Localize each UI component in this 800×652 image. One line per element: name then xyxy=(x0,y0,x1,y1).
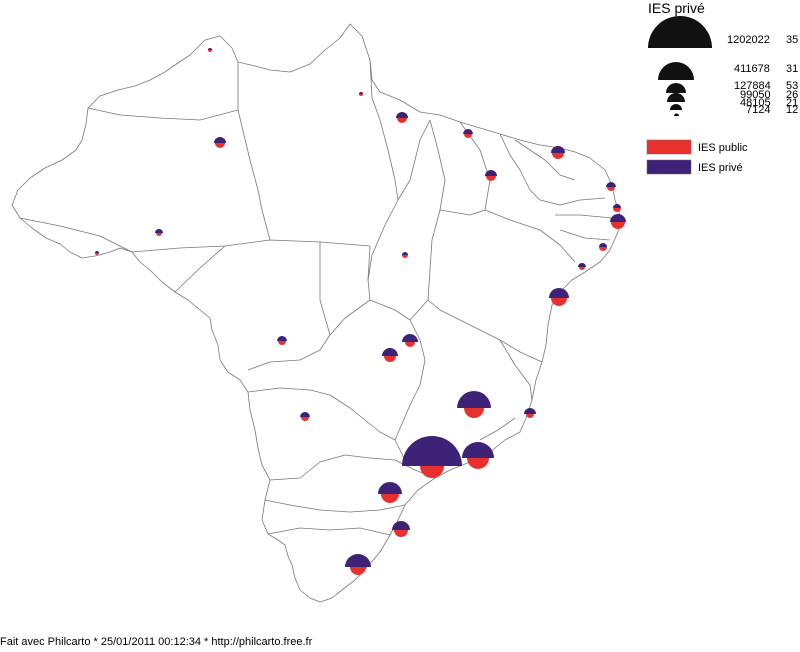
public-ies-symbol xyxy=(552,153,564,159)
public-ies-symbol xyxy=(599,247,607,251)
private-ies-symbol xyxy=(345,554,371,567)
public-ies-symbol xyxy=(394,530,408,537)
public-ies-symbol xyxy=(464,134,472,138)
private-ies-symbol xyxy=(95,251,99,253)
private-ies-symbol xyxy=(578,263,586,267)
public-ies-symbol xyxy=(613,208,621,212)
public-ies-symbol xyxy=(486,176,496,181)
private-ies-symbol xyxy=(402,252,408,255)
legend-label-private: IES privé xyxy=(698,162,743,174)
legend-count-1: 35 xyxy=(786,34,798,46)
legend-value-1: 1202022 xyxy=(727,34,770,46)
private-ies-symbol xyxy=(606,182,616,187)
private-ies-symbol xyxy=(524,408,536,414)
public-ies-symbol xyxy=(579,267,585,270)
legend-half-circle-2 xyxy=(658,62,694,80)
public-ies-symbol xyxy=(384,356,396,362)
legend-label-public: IES public xyxy=(698,142,748,154)
private-ies-symbol xyxy=(208,48,212,50)
footer-credit: Fait avec Philcarto * 25/01/2011 00:12:3… xyxy=(0,636,313,648)
legend-value-6: 7124 xyxy=(746,104,770,116)
legend-count-2: 31 xyxy=(786,63,798,75)
legend-half-circle-1 xyxy=(648,16,712,48)
legend-value-4: 99050 xyxy=(740,89,771,101)
public-ies-symbol xyxy=(359,94,363,96)
legend-value-5: 48105 xyxy=(740,97,771,109)
private-ies-symbol xyxy=(551,146,565,153)
private-ies-symbol xyxy=(463,129,473,134)
public-ies-symbol xyxy=(464,408,484,418)
private-ies-symbol xyxy=(610,214,626,222)
size-legend: 1202022 35 411678 31 127884 53 99050 26 … xyxy=(648,16,798,116)
map-symbols xyxy=(95,48,626,575)
private-ies-symbol xyxy=(613,204,621,208)
public-ies-symbol xyxy=(607,187,615,191)
public-ies-symbol xyxy=(215,143,225,148)
private-ies-symbol xyxy=(462,442,494,458)
public-ies-symbol xyxy=(402,255,408,258)
private-ies-symbol xyxy=(402,334,418,342)
color-legend: IES public IES privé xyxy=(646,139,748,175)
private-ies-symbol xyxy=(392,521,410,530)
legend-value-3: 127884 xyxy=(734,80,771,92)
legend-title: IES privé xyxy=(648,0,705,16)
private-ies-symbol xyxy=(277,336,287,341)
legend-count-4: 26 xyxy=(786,89,798,101)
public-ies-symbol xyxy=(611,222,625,229)
private-ies-symbol xyxy=(549,288,569,298)
private-ies-symbol xyxy=(402,436,462,466)
legend-half-circle-6 xyxy=(674,113,679,116)
public-ies-symbol xyxy=(278,341,286,345)
legend-count-5: 21 xyxy=(786,97,798,109)
legend-half-circle-3 xyxy=(666,83,686,93)
public-ies-symbol xyxy=(526,414,534,418)
legend-swatch-public xyxy=(646,139,692,155)
private-ies-symbol xyxy=(457,391,491,408)
private-ies-symbol xyxy=(382,348,398,356)
state-borders xyxy=(11,23,621,603)
public-ies-symbol xyxy=(420,466,444,478)
private-ies-symbol xyxy=(485,170,497,176)
public-ies-symbol xyxy=(381,494,399,503)
private-ies-symbol xyxy=(378,482,402,494)
public-ies-symbol xyxy=(95,253,99,255)
private-ies-symbol xyxy=(599,243,607,247)
legend-swatch-private xyxy=(646,159,692,175)
public-ies-symbol xyxy=(350,567,366,575)
public-ies-symbol xyxy=(467,458,489,469)
legend-count-6: 12 xyxy=(786,104,798,116)
public-ies-symbol xyxy=(551,298,567,306)
private-ies-symbol xyxy=(214,137,226,143)
public-ies-symbol xyxy=(397,118,407,123)
country-outline xyxy=(11,23,621,603)
legend-value-2: 411678 xyxy=(734,63,770,75)
private-ies-symbol xyxy=(300,412,310,417)
public-ies-symbol xyxy=(405,342,415,347)
private-ies-symbol xyxy=(359,92,363,94)
legend-count-3: 53 xyxy=(786,80,798,92)
private-ies-symbol xyxy=(155,229,163,233)
public-ies-symbol xyxy=(208,50,212,52)
legend-half-circle-5 xyxy=(670,104,682,110)
public-ies-symbol xyxy=(301,417,309,421)
legend-half-circle-4 xyxy=(667,93,685,102)
private-ies-symbol xyxy=(396,112,408,118)
public-ies-symbol xyxy=(156,233,162,236)
